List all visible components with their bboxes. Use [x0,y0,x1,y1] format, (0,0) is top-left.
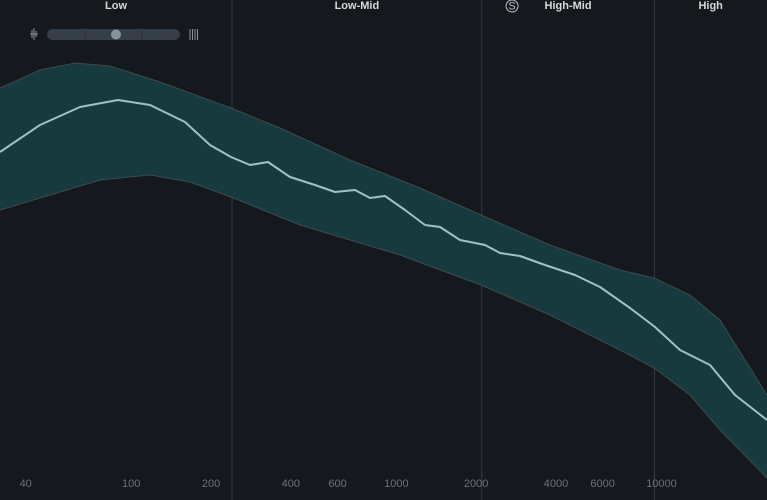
zoom-thumb[interactable] [111,29,121,40]
zoom-out-icon[interactable] [30,28,38,40]
frequency-tick-label: 10000 [646,478,677,490]
frequency-tick-label: 2000 [464,478,488,490]
band-label[interactable]: High-Mid [545,0,592,12]
solo-button[interactable] [505,0,519,13]
band-label[interactable]: Low-Mid [335,0,380,12]
spread-upper [0,62,767,396]
frequency-tick-label: 400 [282,478,300,490]
frequency-tick-label: 600 [328,478,346,490]
frequency-tick-label: 40 [20,478,32,490]
zoom-control[interactable] [30,28,198,40]
frequency-tick-label: 4000 [544,478,568,490]
band-label[interactable]: Low [105,0,127,12]
frequency-tick-label: 1000 [384,478,408,490]
band-label[interactable]: High [698,0,723,12]
frequency-tick-label: 6000 [590,478,614,490]
spectrum-line [0,99,767,421]
solo-label[interactable]: S [508,0,515,12]
frequency-tick-label: 200 [202,478,220,490]
frequency-tick-label: 100 [122,478,140,490]
spread-lower [0,174,767,479]
zoom-in-icon[interactable] [189,29,198,40]
spread-area [0,63,767,478]
